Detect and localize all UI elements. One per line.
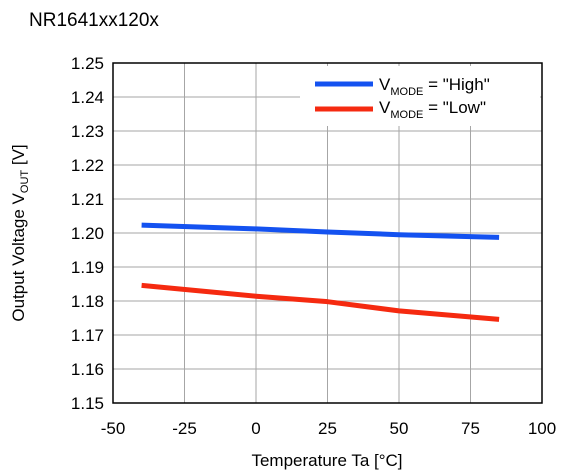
series-line-high — [141, 222, 500, 240]
x-tick-label: -25 — [172, 419, 197, 438]
y-tick-label: 1.25 — [71, 54, 104, 73]
legend: VMODE = "High" VMODE = "Low" — [300, 66, 540, 126]
legend-label-high: VMODE = "High" — [379, 75, 490, 98]
plot-area — [112, 62, 543, 404]
legend-label-low: VMODE = "Low" — [379, 98, 486, 121]
x-tick-label: 25 — [318, 419, 337, 438]
y-tick-label: 1.17 — [71, 326, 104, 345]
series-lines — [141, 222, 500, 322]
x-axis-label: Temperature Ta [°C] — [251, 451, 402, 470]
y-tick-label: 1.18 — [71, 292, 104, 311]
x-tick-label: -50 — [101, 419, 126, 438]
chart-title: NR1641xx120x — [29, 10, 159, 31]
y-tick-label: 1.20 — [71, 224, 104, 243]
x-tick-label: 0 — [251, 419, 260, 438]
tick-labels: -50 -25 0 25 50 75 100 1.15 1.16 1.17 1.18 1.19 1.20… — [71, 54, 556, 438]
y-axis-label: Output Voltage VOUT [V] — [9, 144, 31, 321]
x-tick-label: 50 — [390, 419, 409, 438]
series-line-low — [141, 282, 500, 322]
y-tick-label: 1.16 — [71, 360, 104, 379]
legend-box — [300, 66, 540, 126]
y-tick-label: 1.21 — [71, 190, 104, 209]
x-tick-label: 100 — [528, 419, 556, 438]
y-tick-label: 1.22 — [71, 156, 104, 175]
x-tick-label: 75 — [461, 419, 480, 438]
y-tick-label: 1.15 — [71, 394, 104, 413]
y-tick-label: 1.23 — [71, 122, 104, 141]
y-tick-label: 1.19 — [71, 258, 104, 277]
y-tick-label: 1.24 — [71, 88, 104, 107]
